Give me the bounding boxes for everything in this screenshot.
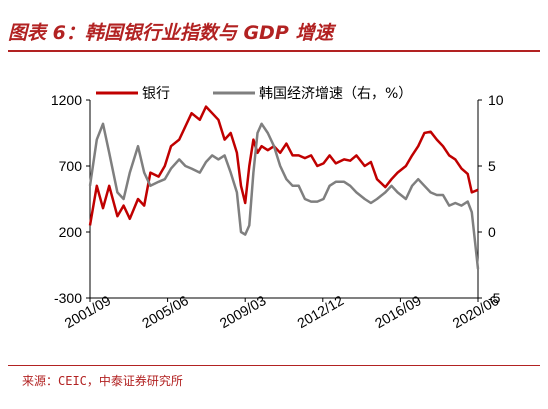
- series-line-gdp: [88, 122, 480, 270]
- series-group: [88, 105, 480, 270]
- series-line-bank: [88, 105, 479, 226]
- right-tick-label: -5: [488, 290, 501, 306]
- legend: 银行 韩国经济增速（右，%）: [96, 86, 412, 102]
- left-tick-label: 200: [59, 224, 83, 240]
- legend-label-gdp: 韩国经济增速（右，%）: [259, 86, 412, 102]
- chart-title: 图表 6：韩国银行业指数与 GDP 增速: [8, 22, 334, 44]
- source-note: 来源：CEIC，中泰证券研究所: [22, 374, 183, 388]
- left-tick-label: -300: [54, 290, 82, 306]
- right-tick-label: 0: [488, 224, 496, 240]
- legend-label-bank: 银行: [142, 86, 170, 102]
- left-tick-label: 1200: [51, 92, 82, 108]
- source-divider: [8, 365, 540, 366]
- title-divider: [8, 50, 540, 52]
- right-tick-label: 10: [488, 92, 504, 108]
- right-tick-label: 5: [488, 158, 496, 174]
- left-tick-label: 700: [59, 158, 83, 174]
